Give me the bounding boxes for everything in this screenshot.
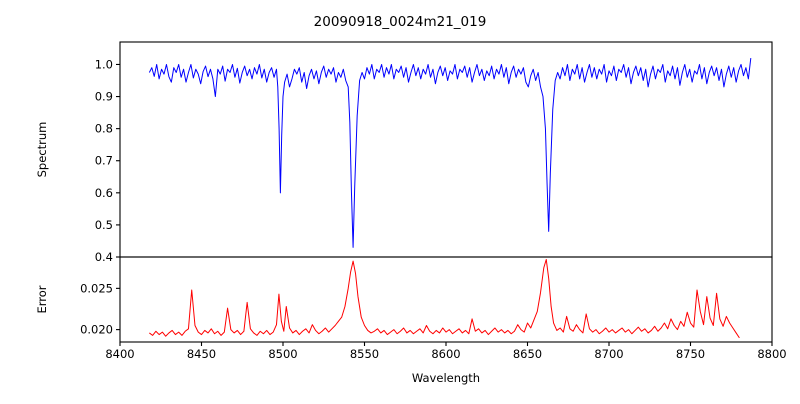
y-tick-label-error: 0.020: [80, 323, 113, 337]
x-tick-label: 8750: [676, 347, 705, 361]
x-tick-label: 8700: [594, 347, 623, 361]
y-tick-label-spectrum: 1.0: [95, 57, 113, 71]
x-tick-label: 8400: [105, 347, 134, 361]
xaxis-label: Wavelength: [412, 371, 480, 385]
x-tick-label: 8450: [187, 347, 216, 361]
x-tick-label: 8550: [350, 347, 379, 361]
y-tick-label-spectrum: 0.9: [95, 90, 113, 104]
y-tick-label-spectrum: 0.8: [95, 122, 113, 136]
x-tick-label: 8650: [513, 347, 542, 361]
y-tick-label-spectrum: 0.7: [95, 154, 113, 168]
y-tick-label-spectrum: 0.5: [95, 218, 113, 232]
y-tick-label-spectrum: 0.4: [95, 250, 113, 264]
y-tick-label-spectrum: 0.6: [95, 186, 113, 200]
x-tick-label: 8800: [757, 347, 786, 361]
error-panel-frame: [119, 256, 773, 343]
x-tick-label: 8500: [268, 347, 297, 361]
error-line: [149, 258, 740, 339]
yaxis-label-spectrum: Spectrum: [35, 122, 49, 178]
yaxis-label-error: Error: [35, 285, 49, 313]
spectrum-line: [148, 57, 752, 248]
x-tick-label: 8600: [431, 347, 460, 361]
y-tick-label-error: 0.025: [80, 281, 113, 295]
plot-title: 20090918_0024m21_019: [313, 14, 487, 30]
